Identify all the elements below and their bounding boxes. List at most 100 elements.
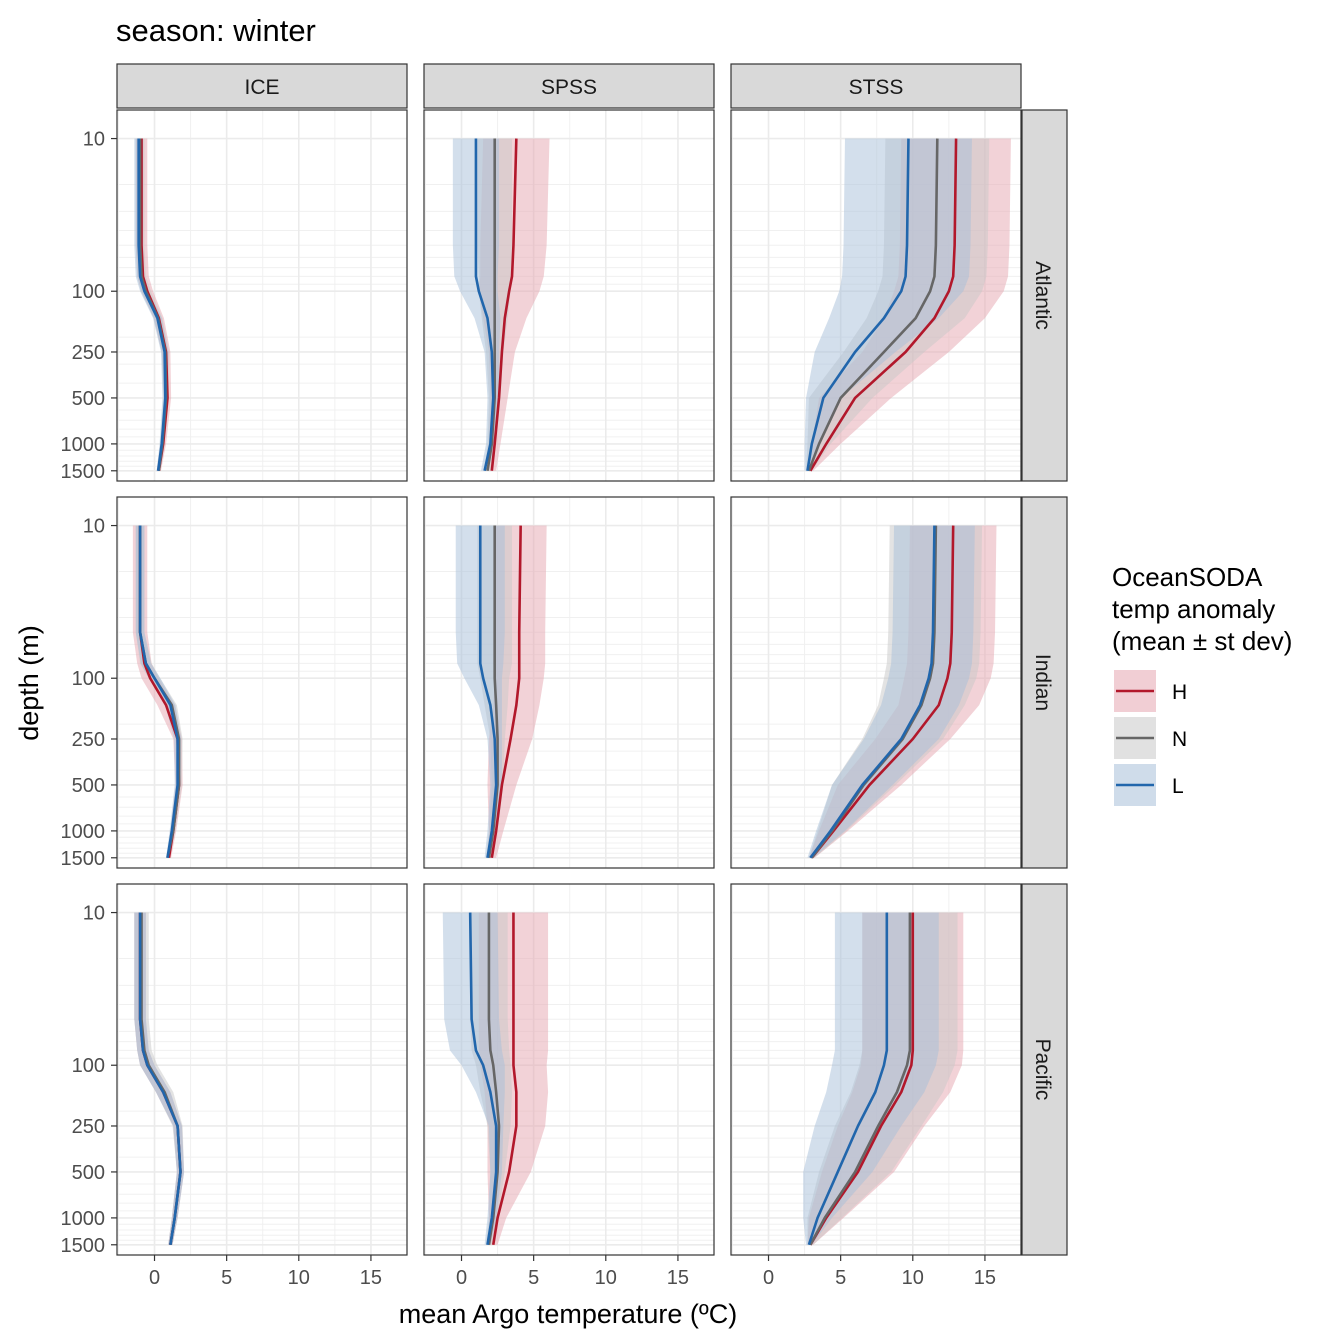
y-tick-label: 1500: [61, 848, 106, 870]
legend-item-label: H: [1172, 681, 1187, 704]
y-tick-label: 250: [72, 729, 105, 751]
y-tick-label: 1500: [61, 1235, 106, 1257]
series-line-L: [478, 525, 498, 858]
series-line-L: [468, 912, 498, 1245]
row-strip-indian: Indian: [1021, 496, 1068, 869]
series-line-L: [474, 138, 495, 472]
panel-ice-indian: 10 100 250 500 1000 1500: [61, 496, 408, 870]
panel-border: [423, 496, 715, 869]
series-line-N: [486, 138, 496, 471]
series-line-L: [806, 138, 910, 471]
row-strip-label: Indian: [1031, 654, 1054, 711]
y-tick-label: 500: [72, 388, 105, 410]
series-line-H: [491, 912, 518, 1245]
panel-border: [423, 883, 715, 1256]
y-tick-label: 1000: [61, 821, 106, 843]
panel-grid: 1010025050010001500101002505001000150010…: [61, 63, 1068, 1289]
ribbon-L: [455, 525, 505, 858]
series-line-L: [807, 912, 889, 1246]
strip-background: [423, 63, 715, 109]
series-line-L: [137, 138, 167, 471]
panel-border: [116, 496, 408, 869]
y-tick-label: 10: [83, 129, 105, 151]
legend-item-H: H: [1114, 670, 1187, 712]
x-tick-label: 5: [221, 1267, 232, 1289]
x-axis-label: mean Argo temperature (ºC): [399, 1299, 738, 1329]
series-line-L: [138, 912, 182, 1245]
y-tick-label: 1000: [61, 1208, 106, 1230]
column-strip-label: SPSS: [541, 76, 597, 99]
ribbon-L: [134, 912, 185, 1245]
legend-title-line-2: temp anomaly: [1112, 594, 1275, 624]
series-line-H: [490, 138, 518, 471]
x-tick-label: 0: [456, 1267, 467, 1289]
x-tick-label: 10: [902, 1267, 924, 1289]
legend-item-L: L: [1114, 764, 1184, 806]
panel-border: [730, 496, 1022, 869]
chart-title: season: winter: [116, 13, 316, 48]
y-tick-label: 100: [72, 1055, 105, 1077]
series-line-N: [487, 525, 499, 858]
y-tick-label: 10: [83, 903, 105, 925]
strip-background: [730, 63, 1022, 109]
panel-background: [117, 884, 407, 1255]
series-line-L: [138, 525, 179, 858]
strip-background: [1021, 883, 1068, 1256]
panel-background: [117, 497, 407, 868]
series-line-H: [810, 525, 955, 859]
row-strip-label: Pacific: [1031, 1039, 1054, 1101]
column-strip-spss: SPSS: [423, 63, 715, 109]
column-strip-label: STSS: [849, 76, 904, 99]
series-line-H: [809, 912, 915, 1246]
legend-item-label: N: [1172, 728, 1187, 751]
x-tick-label: 10: [288, 1267, 310, 1289]
x-tick-label: 15: [974, 1267, 996, 1289]
series-line-H: [490, 525, 522, 858]
y-tick-label: 10: [83, 516, 105, 538]
legend-title-line-1: OceanSODA: [1112, 562, 1263, 592]
panel-border: [730, 109, 1022, 482]
column-strip-ice: ICE: [116, 63, 408, 109]
x-tick-label: 10: [595, 1267, 617, 1289]
strip-background: [116, 63, 408, 109]
panel-ice-atlantic: 10 100 250 500 1000 1500: [61, 109, 408, 483]
row-strip-pacific: Pacific: [1021, 883, 1068, 1256]
y-tick-label: 250: [72, 342, 105, 364]
ribbon-L: [803, 912, 939, 1245]
row-strip-label: Atlantic: [1031, 261, 1054, 330]
y-axis-label: depth (m): [14, 625, 44, 741]
y-tick-label: 1500: [61, 461, 106, 483]
panel-border: [116, 109, 408, 482]
x-tick-label: 0: [149, 1267, 160, 1289]
strip-background: [1021, 496, 1068, 869]
y-tick-label: 100: [72, 281, 105, 303]
panel-stss-pacific: 0 5 10 15: [730, 883, 1022, 1289]
y-tick-label: 500: [72, 1162, 105, 1184]
panel-spss-indian: [423, 496, 715, 869]
y-tick-label: 100: [72, 668, 105, 690]
x-tick-label: 15: [667, 1267, 689, 1289]
series-line-L: [809, 525, 936, 859]
row-strip-atlantic: Atlantic: [1021, 109, 1068, 482]
panel-border: [423, 109, 715, 482]
column-strip-stss: STSS: [730, 63, 1022, 109]
legend-keys: H N L: [1114, 670, 1187, 806]
panel-ice-pacific: 10 100 250 500 1000 1500 0 5 10 15: [61, 883, 408, 1289]
y-tick-label: 250: [72, 1116, 105, 1138]
column-strip-label: ICE: [244, 76, 279, 99]
panel-background: [117, 110, 407, 481]
panel-spss-atlantic: [423, 109, 715, 482]
y-tick-label: 1000: [61, 434, 106, 456]
series-line-N: [807, 138, 939, 472]
series-line-H: [809, 138, 958, 472]
legend-item-N: N: [1114, 717, 1187, 759]
legend-item-label: L: [1172, 775, 1184, 798]
ribbon-L: [452, 138, 501, 471]
legend: OceanSODA temp anomaly (mean ± st dev) H…: [1112, 562, 1292, 806]
strip-background: [1021, 109, 1068, 482]
series-line-N: [487, 912, 501, 1245]
y-tick-label: 500: [72, 775, 105, 797]
series-line-N: [809, 912, 912, 1246]
x-tick-label: 0: [763, 1267, 774, 1289]
